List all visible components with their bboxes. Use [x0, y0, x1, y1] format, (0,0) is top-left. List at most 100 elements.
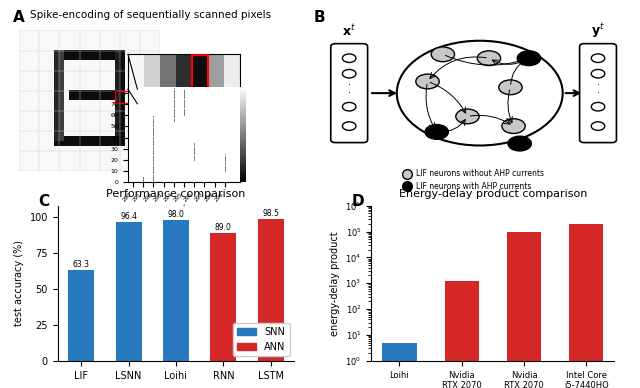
Point [148, 136, 159, 142]
Point [179, 88, 189, 94]
Point [169, 101, 179, 107]
Point [148, 131, 159, 137]
Point [148, 145, 159, 151]
Point [148, 135, 159, 141]
Point [169, 99, 179, 105]
Point [148, 174, 159, 180]
Point [148, 154, 159, 160]
Point [169, 106, 179, 112]
Point [179, 102, 189, 108]
Point [148, 123, 159, 130]
Point [169, 113, 179, 120]
Point [148, 149, 159, 155]
Point [148, 117, 159, 123]
Point [169, 85, 179, 92]
Bar [192, 55, 208, 88]
Point [220, 168, 230, 174]
Legend: LIF neurons without AHP currents, LIF neurons with AHP currents: LIF neurons without AHP currents, LIF ne… [401, 166, 547, 194]
Point [169, 111, 179, 117]
Point [148, 125, 159, 131]
Point [220, 160, 230, 166]
Circle shape [342, 102, 356, 111]
Point [189, 151, 199, 158]
Point [148, 170, 159, 177]
Circle shape [342, 54, 356, 62]
Point [179, 91, 189, 97]
Point [179, 107, 189, 113]
Point [148, 140, 159, 146]
Point [148, 147, 159, 153]
Point [179, 106, 189, 112]
Text: 98.0: 98.0 [168, 210, 184, 219]
Title: Energy-delay product comparison: Energy-delay product comparison [399, 189, 587, 199]
Point [148, 139, 159, 145]
Point [179, 108, 189, 114]
Y-axis label: energy-delay product: energy-delay product [330, 231, 340, 336]
Point [138, 176, 148, 182]
Point [148, 155, 159, 161]
Point [138, 178, 148, 184]
Point [138, 175, 148, 181]
Text: A: A [13, 10, 24, 25]
Point [169, 112, 179, 118]
Point [138, 177, 148, 183]
Point [189, 148, 199, 154]
Point [189, 154, 199, 160]
Point [148, 137, 159, 143]
Point [179, 111, 189, 117]
Point [220, 156, 230, 162]
Bar [507, 232, 541, 388]
Circle shape [502, 119, 525, 133]
Point [169, 114, 179, 121]
Point [138, 179, 148, 185]
Circle shape [431, 47, 454, 62]
Point [148, 152, 159, 159]
Point [179, 99, 189, 105]
Point [148, 128, 159, 134]
Point [148, 150, 159, 156]
Point [220, 167, 230, 173]
Text: $\mathbf{y}^t$: $\mathbf{y}^t$ [591, 22, 605, 40]
Point [179, 93, 189, 99]
Point [189, 147, 199, 153]
Circle shape [591, 102, 605, 111]
Point [179, 90, 189, 96]
Point [148, 161, 159, 168]
Point [189, 149, 199, 155]
Point [169, 93, 179, 99]
Point [148, 138, 159, 144]
Point [148, 119, 159, 125]
Point [148, 173, 159, 179]
Circle shape [342, 69, 356, 78]
Point [169, 91, 179, 97]
Bar [160, 54, 176, 89]
Point [169, 118, 179, 124]
Point [148, 168, 159, 174]
Point [189, 146, 199, 152]
Point [220, 166, 230, 172]
Point [220, 157, 230, 163]
Circle shape [591, 122, 605, 130]
Bar [144, 54, 160, 89]
Point [148, 142, 159, 149]
Point [169, 117, 179, 123]
Bar [208, 54, 224, 89]
Point [169, 89, 179, 95]
Point [169, 97, 179, 103]
FancyBboxPatch shape [580, 43, 616, 143]
Circle shape [425, 125, 449, 139]
Point [148, 146, 159, 152]
Bar [258, 219, 284, 361]
Point [148, 113, 159, 120]
Point [138, 174, 148, 180]
Point [148, 114, 159, 121]
Circle shape [342, 122, 356, 130]
Point [148, 177, 159, 183]
Point [148, 179, 159, 185]
Point [169, 108, 179, 114]
Point [148, 120, 159, 126]
Bar [192, 54, 208, 89]
Point [220, 163, 230, 169]
Point [189, 156, 199, 162]
Point [179, 89, 189, 95]
